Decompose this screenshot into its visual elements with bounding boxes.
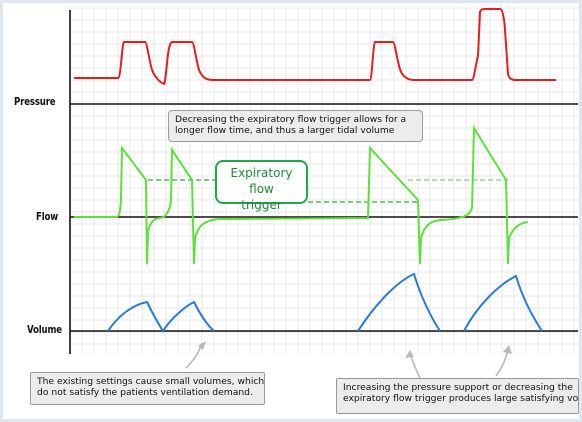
note-bottom-left: The existing settings cause small volume… [30, 372, 265, 405]
volume-waveform [107, 272, 543, 333]
callout-line-1: Expiratory flow [230, 166, 293, 196]
pressure-label: Pressure [14, 95, 56, 108]
note-top-line-1: Decreasing the expiratory flow trigger a… [175, 114, 407, 125]
pointer-arrow-heads [198, 341, 512, 358]
pressure-waveform [74, 8, 556, 86]
note-bottom-left-line-1: The existing settings cause small volume… [37, 376, 265, 387]
volume-label: Volume [27, 323, 62, 336]
expiratory-flow-trigger-callout: Expiratory flow trigger [215, 160, 308, 212]
note-top: Decreasing the expiratory flow trigger a… [168, 110, 423, 142]
note-bottom-right-line-1: Increasing the pressure support or decre… [343, 382, 573, 393]
callout-line-2: trigger [241, 198, 282, 212]
note-bottom-right-line-2: expiratory flow trigger produces large s… [343, 393, 579, 405]
note-bottom-left-line-2: do not satisfy the patients ventilation … [37, 387, 253, 399]
flow-label: Flow [36, 210, 59, 223]
flow-waveform [74, 124, 529, 265]
note-top-line-2: longer flow time, and thus a larger tida… [175, 125, 395, 137]
grid [69, 7, 578, 354]
arrow-bottom-right-1 [409, 353, 421, 379]
note-bottom-right: Increasing the pressure support or decre… [336, 378, 579, 414]
